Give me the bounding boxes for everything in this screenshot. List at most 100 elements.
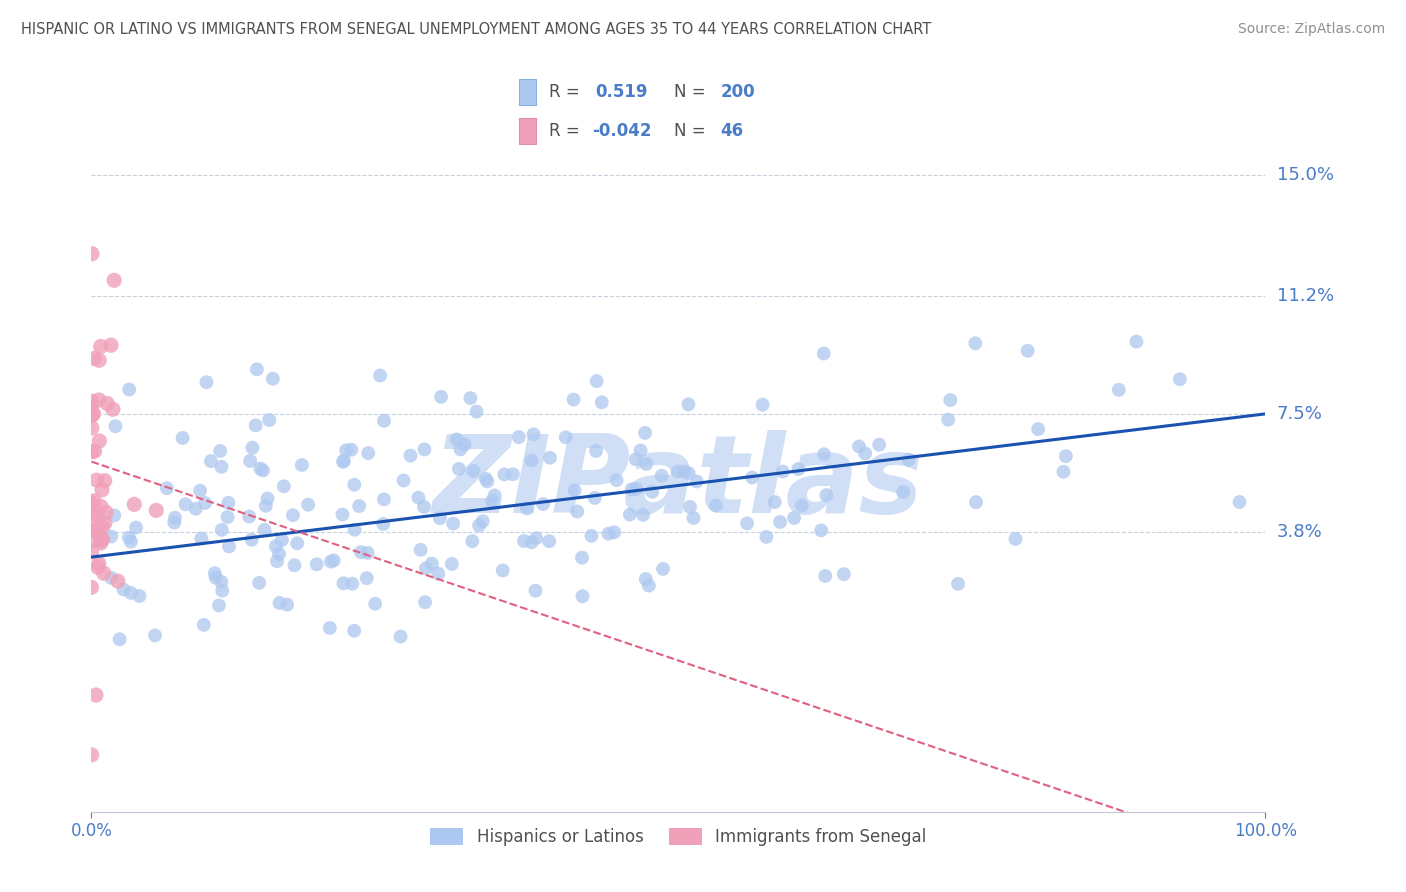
Point (93, 474, 115, 488)
Point (319, 621, 342, 635)
Point (813, 346, 835, 360)
Point (343, 523, 366, 537)
Point (409, 542, 432, 557)
Point (868, 438, 890, 452)
Point (679, 500, 702, 514)
Point (253, 523, 276, 537)
Point (128, 589, 150, 603)
Point (240, 533, 263, 547)
Point (460, 391, 482, 405)
Point (502, 467, 524, 482)
Point (571, 589, 593, 603)
Text: N =: N = (673, 83, 706, 101)
Point (256, 491, 278, 506)
Point (813, 447, 835, 461)
Point (246, 362, 269, 376)
Point (520, 535, 543, 549)
Point (603, 525, 626, 540)
Point (285, 536, 308, 550)
Point (218, 540, 240, 554)
Point (104, 419, 127, 434)
Point (276, 598, 298, 612)
Point (107, 574, 129, 588)
Point (461, 534, 484, 549)
Point (80, 409, 103, 423)
Text: 3.8%: 3.8% (1277, 523, 1322, 541)
Point (93, 566, 115, 581)
Point (368, 368, 391, 383)
Point (538, 450, 561, 465)
Point (477, 475, 499, 489)
Text: N =: N = (673, 122, 706, 140)
Point (80, 394, 103, 409)
Point (637, 578, 659, 592)
Point (174, 497, 197, 511)
Point (266, 554, 288, 568)
Point (891, 484, 914, 499)
Point (252, 463, 274, 477)
Point (468, 518, 491, 533)
Point (585, 374, 607, 388)
Point (208, 599, 231, 613)
Point (125, 520, 148, 534)
Point (605, 473, 627, 487)
Point (239, 454, 262, 468)
Point (783, 511, 806, 525)
Point (651, 468, 673, 483)
Point (91, 520, 114, 534)
Point (373, 414, 395, 428)
Point (350, 545, 373, 559)
Point (319, 555, 342, 569)
Point (364, 597, 387, 611)
Point (751, 398, 773, 412)
Point (508, 430, 530, 444)
Point (184, 501, 207, 516)
Text: -0.042: -0.042 (592, 122, 651, 140)
Point (80, 500, 103, 514)
Point (463, 464, 485, 478)
Point (209, 444, 232, 458)
Point (965, 495, 987, 509)
Point (936, 412, 959, 426)
Point (666, 464, 689, 478)
Point (163, 516, 186, 530)
Point (281, 508, 304, 523)
Point (163, 510, 186, 524)
Point (522, 427, 544, 442)
Point (1004, 532, 1026, 546)
Point (83, 533, 105, 548)
Text: 0.519: 0.519 (595, 83, 648, 101)
Point (897, 452, 920, 467)
Point (332, 576, 354, 591)
Point (413, 442, 436, 457)
Point (242, 441, 264, 455)
Point (520, 453, 543, 467)
Point (516, 501, 538, 516)
Point (392, 474, 415, 488)
Point (100, 338, 122, 352)
Point (790, 499, 813, 513)
Point (513, 533, 536, 548)
Point (641, 484, 664, 499)
Point (413, 595, 436, 609)
Point (80, 401, 103, 415)
Point (271, 533, 294, 547)
Point (848, 439, 870, 453)
Point (1026, 422, 1049, 436)
Point (626, 482, 648, 496)
Point (471, 514, 494, 528)
Point (120, 586, 142, 600)
Point (430, 390, 453, 404)
Point (193, 617, 215, 632)
Point (562, 392, 585, 407)
Point (83, 444, 105, 458)
Point (86, 508, 108, 522)
Point (80, 580, 103, 594)
Point (200, 454, 222, 468)
Point (80, 747, 103, 762)
Point (624, 452, 647, 467)
Text: Source: ZipAtlas.com: Source: ZipAtlas.com (1237, 22, 1385, 37)
Point (84, 688, 107, 702)
Text: HISPANIC OR LATINO VS IMMIGRANTS FROM SENEGAL UNEMPLOYMENT AMONG AGES 35 TO 44 Y: HISPANIC OR LATINO VS IMMIGRANTS FROM SE… (21, 22, 931, 37)
Point (283, 558, 305, 573)
